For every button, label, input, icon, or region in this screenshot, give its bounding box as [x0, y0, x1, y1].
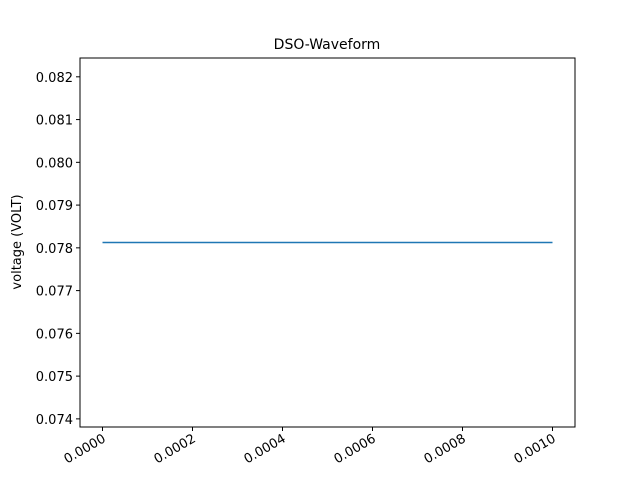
y-tick-label: 0.074 [36, 413, 73, 428]
chart-title: DSO-Waveform [274, 37, 381, 53]
y-tick-label: 0.076 [36, 327, 73, 342]
y-axis-label: voltage (VOLT) [10, 194, 25, 289]
y-tick-label: 0.080 [36, 156, 73, 171]
y-tick-label: 0.078 [36, 242, 73, 257]
y-tick-label: 0.075 [36, 370, 73, 385]
y-tick-label: 0.082 [36, 71, 73, 86]
y-tick-label: 0.079 [36, 199, 73, 214]
y-tick-label: 0.081 [36, 114, 73, 129]
y-tick-label: 0.077 [36, 285, 73, 300]
plot-frame [79, 57, 576, 428]
